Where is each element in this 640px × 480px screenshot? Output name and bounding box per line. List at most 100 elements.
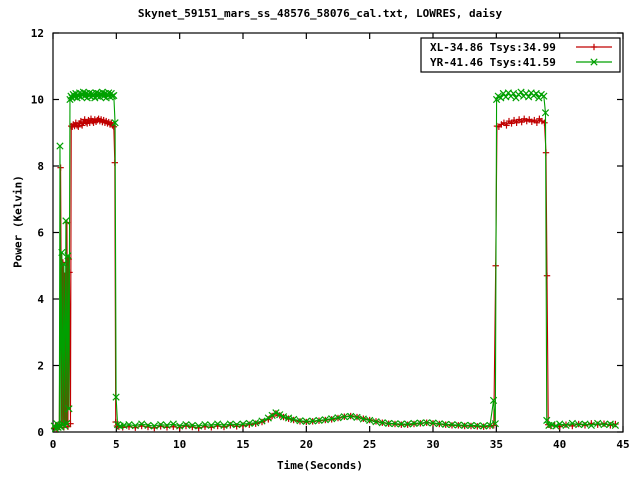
- data-line: [53, 118, 616, 430]
- data-marker: [391, 420, 399, 428]
- x-tick-label: 10: [173, 438, 186, 451]
- data-marker: [272, 409, 280, 417]
- data-marker: [486, 421, 494, 429]
- data-marker: [60, 260, 68, 268]
- data-series-layer: [50, 88, 620, 433]
- data-marker: [548, 421, 556, 429]
- data-marker: [347, 412, 355, 420]
- data-marker: [113, 421, 122, 429]
- data-marker: [435, 420, 443, 428]
- data-marker: [321, 416, 329, 424]
- data-marker: [110, 91, 118, 100]
- data-marker: [315, 416, 323, 424]
- data-marker: [611, 421, 620, 429]
- data-marker: [397, 420, 405, 428]
- data-marker: [150, 422, 158, 430]
- data-marker: [169, 420, 177, 428]
- y-tick-label: 12: [31, 27, 44, 40]
- data-marker: [226, 420, 234, 428]
- data-marker: [410, 419, 418, 427]
- data-marker: [268, 411, 276, 419]
- data-marker: [461, 421, 469, 429]
- data-marker: [264, 414, 272, 422]
- data-marker: [182, 421, 190, 429]
- data-marker: [480, 422, 488, 430]
- data-marker: [214, 420, 222, 428]
- data-marker: [105, 89, 113, 97]
- x-axis-label: Time(Seconds): [276, 459, 364, 472]
- data-marker: [442, 420, 450, 428]
- x-tick-label: 40: [553, 438, 566, 451]
- data-marker: [144, 421, 152, 429]
- data-marker: [201, 421, 209, 429]
- y-tick-label: 8: [37, 160, 44, 173]
- data-series: [51, 115, 619, 432]
- data-marker: [590, 58, 598, 66]
- data-marker: [65, 405, 73, 413]
- data-marker: [63, 419, 71, 427]
- data-marker: [176, 422, 184, 430]
- data-marker: [429, 419, 437, 427]
- page-title: Skynet_59151_mars_ss_48576_58076_cal.txt…: [137, 7, 503, 20]
- axis-layer: 0 2 4 6 8 10 12 0 5 10 15 20 25 30 35 40 45: [31, 27, 630, 451]
- data-marker: [163, 421, 171, 429]
- x-tick-label: 0: [50, 438, 57, 451]
- data-marker: [86, 89, 94, 97]
- data-marker: [491, 420, 499, 428]
- data-marker: [239, 420, 247, 428]
- data-marker: [112, 393, 120, 401]
- x-tick-label: 20: [300, 438, 313, 451]
- data-marker: [540, 92, 548, 100]
- data-marker: [541, 109, 550, 117]
- data-marker: [334, 414, 342, 422]
- data-marker: [56, 142, 64, 150]
- data-marker: [258, 417, 266, 425]
- data-marker: [543, 416, 551, 424]
- x-tick-label: 5: [113, 438, 120, 451]
- data-marker: [220, 421, 228, 429]
- legend-label: XL-34.86 Tsys:34.99: [430, 41, 556, 54]
- data-marker: [296, 417, 304, 425]
- data-marker: [600, 421, 608, 429]
- data-marker: [568, 419, 576, 427]
- data-marker: [252, 419, 260, 427]
- data-marker: [58, 248, 66, 257]
- y-axis-label: Power (Kelvin): [11, 175, 25, 268]
- data-marker: [340, 413, 348, 421]
- data-marker: [494, 92, 502, 100]
- data-marker: [502, 93, 510, 101]
- data-line: [53, 91, 616, 430]
- data-marker: [53, 420, 61, 428]
- data-marker: [131, 422, 139, 430]
- data-marker: [581, 420, 589, 428]
- data-marker: [353, 413, 361, 421]
- y-tick-label: 4: [37, 293, 44, 306]
- data-marker: [195, 422, 203, 430]
- y-tick-label: 6: [37, 227, 44, 240]
- data-marker: [125, 421, 133, 429]
- data-marker: [302, 417, 310, 425]
- data-marker: [385, 419, 393, 427]
- data-marker: [309, 417, 317, 425]
- data-marker: [188, 421, 196, 429]
- data-marker: [290, 415, 298, 423]
- data-marker: [562, 421, 570, 429]
- data-marker: [138, 420, 146, 428]
- x-tick-label: 45: [616, 438, 629, 451]
- x-tick-label: 30: [426, 438, 439, 451]
- data-marker: [416, 419, 424, 427]
- data-marker: [378, 419, 386, 427]
- data-marker: [372, 418, 380, 426]
- y-tick-label: 2: [37, 360, 44, 373]
- data-marker: [525, 93, 533, 101]
- data-marker: [233, 421, 241, 429]
- legend-box: [420, 37, 621, 73]
- data-marker: [556, 420, 564, 428]
- data-marker: [120, 421, 128, 429]
- x-tick-label: 25: [363, 438, 376, 451]
- data-marker: [473, 422, 481, 430]
- data-marker: [276, 411, 284, 419]
- data-marker: [94, 89, 103, 98]
